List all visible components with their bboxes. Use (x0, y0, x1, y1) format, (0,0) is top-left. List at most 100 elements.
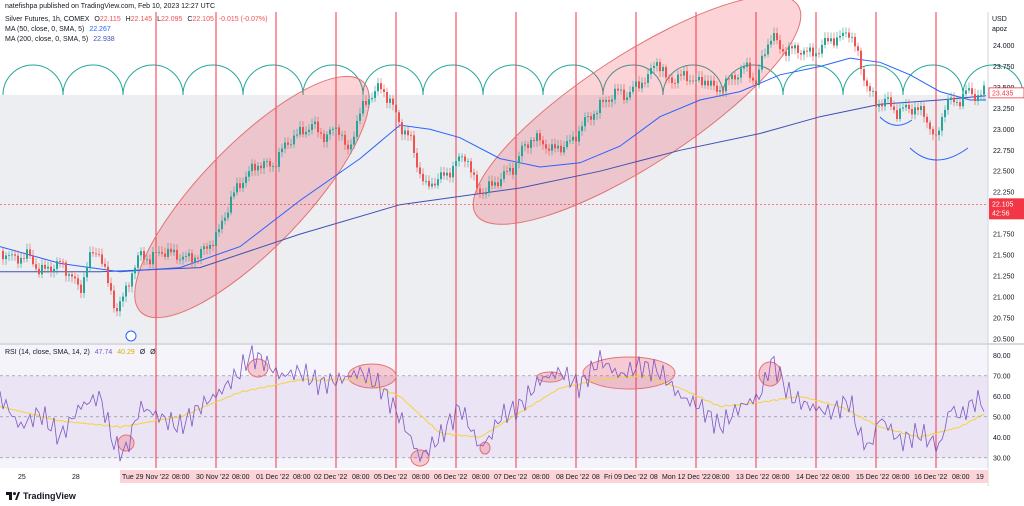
candle-body (788, 46, 790, 56)
candle-body (866, 80, 868, 87)
candle-body (683, 71, 685, 76)
candle-body (407, 130, 409, 136)
candle-body (113, 290, 115, 309)
ma200-legend[interactable]: MA (200, close, 0, SMA, 5) 22.938 (5, 35, 118, 45)
candle-body (56, 261, 58, 269)
candle-body (146, 259, 148, 261)
candle-body (197, 257, 199, 259)
candle-body (5, 255, 7, 260)
time-axis-label: 25 (18, 474, 26, 481)
candle-body (737, 77, 739, 80)
price-tick-label: 23.000 (993, 127, 1015, 134)
candle-body (308, 129, 310, 132)
candle-body (740, 68, 742, 78)
candle-body (821, 44, 823, 54)
candle-body (194, 257, 196, 263)
tradingview-logo-icon (6, 492, 20, 500)
ma50-legend[interactable]: MA (50, close, 0, SMA, 5) 22.267 (5, 25, 114, 35)
candle-body (548, 148, 550, 151)
candle-body (647, 74, 649, 83)
candle-body (962, 94, 964, 107)
candle-body (422, 173, 424, 182)
candle-body (980, 94, 982, 96)
time-axis-label: 08:00 (412, 474, 430, 481)
time-axis-highlight (120, 470, 988, 483)
candle-body (398, 112, 400, 123)
time-axis-label: 28 (72, 474, 80, 481)
candle-body (218, 229, 220, 233)
candle-body (632, 86, 634, 92)
candle-body (803, 50, 805, 55)
candle-body (848, 32, 850, 38)
candle-body (437, 179, 439, 186)
time-axis-label: 02 Dec '22 (314, 474, 347, 481)
candle-body (224, 217, 226, 221)
candle-body (554, 144, 556, 149)
cycle-arc (422, 64, 484, 96)
candle-body (680, 74, 682, 76)
candle-body (413, 135, 415, 153)
current-price-tag (989, 198, 1024, 220)
candle-body (302, 126, 304, 135)
candle-body (656, 62, 658, 66)
time-axis-label: 01 Dec '22 (256, 474, 289, 481)
candle-body (443, 172, 445, 176)
candle-body (383, 89, 385, 93)
cycle-arc (662, 64, 724, 96)
time-axis-label: Mon 12 Dec '22 (662, 474, 711, 481)
candle-body (26, 249, 28, 259)
cycle-arc (62, 64, 124, 96)
candle-body (839, 35, 841, 38)
ma-price-tag (988, 87, 1024, 99)
cycle-arc (2, 64, 64, 96)
candle-body (29, 249, 31, 256)
ohlc-high: 22.145 (130, 16, 153, 23)
candle-body (725, 78, 727, 92)
ma-price-value: 23.435 (992, 90, 1014, 97)
time-axis-label: 16 Dec '22 (914, 474, 947, 481)
candle-body (374, 91, 376, 99)
candle-body (209, 244, 211, 249)
ma200-value: 22.938 (93, 36, 115, 43)
cycle-arc (182, 64, 244, 96)
candle-body (80, 284, 82, 293)
candle-body (752, 77, 754, 81)
candle-body (581, 126, 583, 131)
candle-body (116, 308, 118, 312)
time-axis-label: 08:00 (293, 474, 311, 481)
candle-body (650, 67, 652, 75)
price-tick-label: 22.250 (993, 190, 1015, 197)
candle-body (827, 37, 829, 42)
candle-body (215, 232, 217, 247)
candle-body (134, 267, 136, 274)
candle-body (14, 254, 16, 256)
candle-body (758, 69, 760, 86)
candle-body (689, 80, 691, 82)
tradingview-brand: TradingView (23, 491, 76, 501)
candle-body (44, 264, 46, 269)
candle-body (929, 122, 931, 130)
candle-body (485, 192, 487, 195)
candle-body (965, 90, 967, 95)
candle-body (287, 142, 289, 145)
candle-body (638, 81, 640, 89)
time-axis-bg (0, 468, 988, 484)
candle-body (242, 183, 244, 189)
candle-body (440, 172, 442, 180)
candle-body (608, 100, 610, 102)
candle-body (83, 277, 85, 293)
rsi-legend[interactable]: RSI (14, close, SMA, 14, 2) 47.74 40.29 … (5, 348, 159, 358)
candle-body (155, 252, 157, 253)
candle-body (536, 133, 538, 141)
price-axis-currency: USD (992, 16, 1007, 23)
candle-body (935, 134, 937, 136)
candle-body (773, 33, 775, 41)
candle-body (722, 90, 724, 92)
price-axis-sub: apoz (992, 26, 1008, 33)
current-price-value: 22.105 (992, 201, 1014, 208)
trend-ellipse-1 (134, 75, 370, 319)
symbol-name[interactable]: Silver Futures, 1h, COMEX (5, 16, 90, 23)
cup-arc-2 (909, 147, 969, 161)
